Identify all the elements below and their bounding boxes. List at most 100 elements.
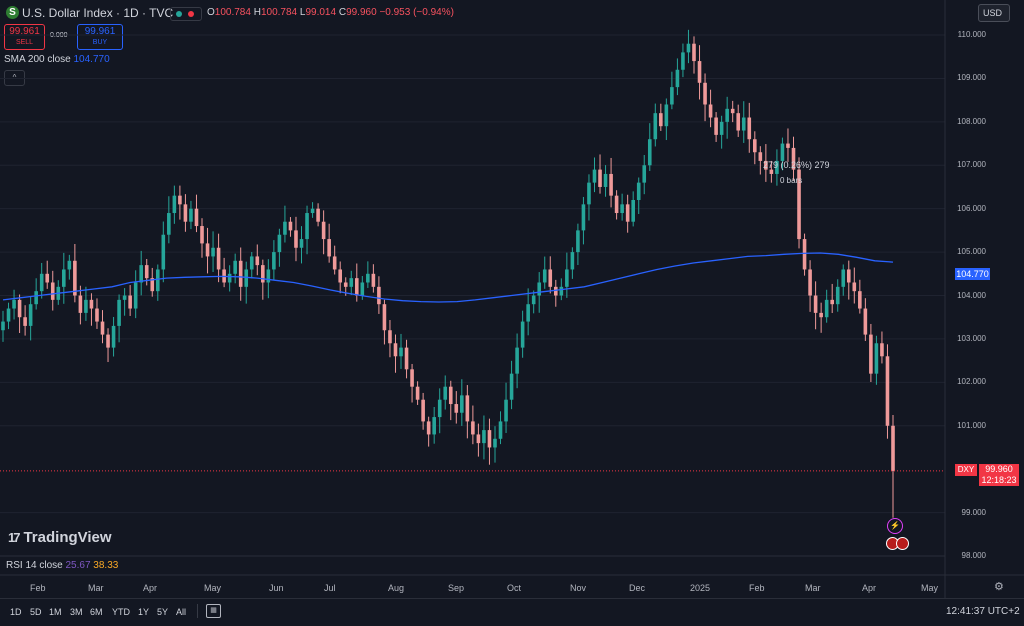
- candle-body: [343, 282, 348, 287]
- candle-body: [736, 113, 741, 131]
- x-tick-label: Dec: [629, 583, 646, 593]
- candle-body: [189, 208, 193, 222]
- candle-body: [332, 256, 337, 270]
- range-button-1d[interactable]: 1D: [10, 607, 22, 617]
- candle-body: [465, 395, 470, 422]
- sma-legend[interactable]: SMA 200 close 104.770: [4, 54, 110, 65]
- candle-body: [261, 265, 265, 283]
- candle-body: [570, 252, 575, 270]
- candle-body: [39, 273, 44, 292]
- y-tick-label: 98.000: [961, 551, 986, 560]
- candle-body: [310, 208, 315, 214]
- range-button-5y[interactable]: 5Y: [157, 607, 169, 617]
- candle-body: [299, 239, 304, 248]
- range-button-1y[interactable]: 1Y: [138, 607, 150, 617]
- x-tick-label: Nov: [570, 583, 587, 593]
- calendar-range-icon[interactable]: ▦: [206, 604, 221, 618]
- candle-body: [620, 204, 624, 214]
- x-tick-label: Oct: [507, 583, 522, 593]
- candle-body: [255, 256, 260, 266]
- candle-body: [371, 273, 376, 287]
- candle-body: [614, 195, 619, 214]
- candle-body: [17, 299, 22, 318]
- candle-body: [553, 286, 558, 296]
- candle-body: [576, 230, 580, 253]
- tradingview-logo[interactable]: 17 TradingView: [8, 529, 112, 546]
- candle-body: [84, 299, 88, 313]
- candle-body: [631, 200, 635, 222]
- range-button-1m[interactable]: 1M: [49, 607, 62, 617]
- candle-body: [659, 113, 663, 127]
- candle-body: [167, 213, 171, 235]
- sell-label: SELL: [15, 39, 34, 46]
- candle-body: [266, 269, 271, 283]
- gear-icon[interactable]: ⚙: [994, 581, 1004, 593]
- range-button-5d[interactable]: 5D: [30, 607, 42, 617]
- candle-body: [73, 260, 77, 296]
- candle-body: [377, 286, 381, 305]
- candle-body: [111, 325, 116, 348]
- us-flag-icon[interactable]: [896, 537, 909, 550]
- y-tick-label: 108.000: [957, 116, 986, 126]
- x-tick-label: Jun: [269, 583, 284, 593]
- candle-body: [753, 139, 757, 153]
- candle-body: [244, 269, 249, 287]
- candle-body: [819, 312, 823, 318]
- buy-button[interactable]: 99.961 BUY: [77, 24, 123, 50]
- candle-body: [747, 117, 752, 140]
- candle-body: [238, 260, 243, 287]
- ohlc-legend: O100.784 H100.784 L99.014 C99.960 −0.953…: [207, 7, 454, 18]
- candle-body: [625, 204, 630, 222]
- range-button-6m[interactable]: 6M: [90, 607, 103, 617]
- collapse-legend-button[interactable]: ^: [4, 70, 25, 86]
- rsi-legend[interactable]: RSI 14 close 25.67 38.33: [6, 560, 118, 571]
- candle-body: [360, 282, 365, 296]
- candle-body: [487, 430, 492, 448]
- lightning-event-icon[interactable]: ⚡: [887, 518, 903, 534]
- candle-body: [885, 356, 890, 426]
- buy-label: BUY: [92, 39, 108, 46]
- candle-body: [802, 239, 807, 270]
- candle-body: [780, 143, 785, 161]
- candle-body: [443, 386, 448, 400]
- symbol-title[interactable]: U.S. Dollar Index · 1D · TVC: [22, 6, 174, 20]
- candle-body: [537, 282, 542, 296]
- candle-body: [95, 308, 99, 322]
- rsi-label: RSI 14 close: [6, 560, 63, 571]
- candle-body: [117, 299, 121, 326]
- candle-body: [249, 256, 254, 270]
- rsi-ma-value: 38.33: [93, 560, 119, 571]
- candle-body: [531, 295, 536, 305]
- candle-body: [520, 321, 525, 348]
- symbol-tag: DXY: [955, 464, 977, 476]
- utc-clock[interactable]: 12:41:37 UTC+2: [946, 606, 1020, 617]
- candle-body: [642, 165, 647, 183]
- candle-body: [388, 330, 392, 344]
- y-tick-label: 103.000: [957, 333, 986, 343]
- currency-button[interactable]: USD: [978, 4, 1010, 22]
- candle-body: [150, 278, 155, 292]
- market-status-indicator[interactable]: [170, 7, 202, 21]
- candle-body: [592, 169, 597, 183]
- candle-body: [852, 282, 857, 292]
- candle-body: [349, 278, 354, 287]
- y-tick-label: 110.000: [957, 30, 986, 40]
- sma-value: 104.770: [73, 54, 110, 65]
- range-button-ytd[interactable]: YTD: [112, 607, 130, 617]
- range-button-3m[interactable]: 3M: [70, 607, 83, 617]
- candle-body: [421, 399, 425, 422]
- rsi-value: 25.67: [65, 560, 91, 571]
- candle-body: [404, 347, 409, 370]
- candle-body: [858, 291, 862, 309]
- candle-body: [504, 399, 508, 422]
- range-button-all[interactable]: All: [176, 607, 187, 617]
- x-tick-label: Apr: [143, 583, 158, 593]
- y-tick-label: 107.000: [957, 160, 986, 170]
- candle-body: [786, 143, 790, 148]
- candle-body: [769, 169, 774, 174]
- sell-button[interactable]: 99.961 SELL: [4, 24, 45, 50]
- sma-label: SMA 200 close: [4, 54, 71, 65]
- last-price: 99.960: [985, 464, 1013, 474]
- candle-body: [863, 308, 868, 335]
